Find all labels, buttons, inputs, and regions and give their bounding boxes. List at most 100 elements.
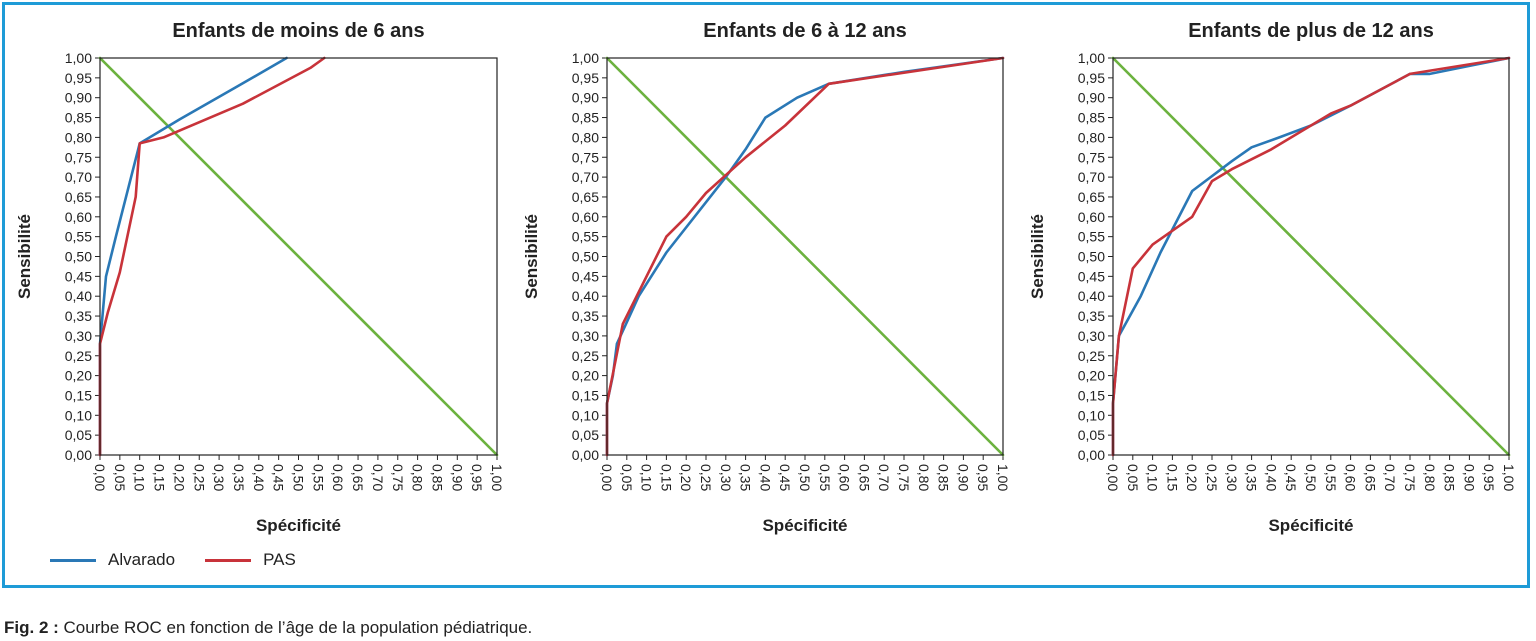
x-tick-label: 0,50 [797,464,813,491]
x-axis-label: Spécificité [762,516,847,535]
x-tick-label: 0,85 [1442,464,1458,491]
x-tick-label: 0,90 [449,464,465,491]
y-tick-label: 0,25 [65,348,92,364]
caption-label: Fig. 2 : [4,618,59,637]
plot-area-border [99,57,498,456]
y-tick-label: 0,15 [1078,387,1105,403]
series-line-diagonal [98,56,499,457]
x-tick-label: 0,20 [1184,464,1200,491]
series-line-alvarado [98,56,288,457]
x-tick-label: 0,15 [1164,464,1180,491]
chart-panel-2: Enfants de 6 à 12 ans0,000,050,100,150,2… [522,20,1011,535]
chart-title: Enfants de 6 à 12 ans [703,20,906,42]
x-tick-label: 0,85 [936,464,952,491]
series-line-pas [98,56,326,457]
x-axis-label: Spécificité [1268,516,1353,535]
y-tick-label: 1,00 [1078,50,1105,66]
y-axis-label: Sensibilité [15,214,34,299]
series-line-diagonal [605,56,1005,457]
y-tick-label: 0,95 [572,70,599,86]
y-tick-label: 0,40 [1078,288,1105,304]
y-tick-label: 0,60 [572,209,599,225]
x-tick-label: 0,70 [876,464,892,491]
x-tick-label: 0,15 [658,464,674,491]
x-tick-label: 0,20 [171,464,187,491]
y-tick-label: 1,00 [572,50,599,66]
x-tick-label: 0,45 [1283,464,1299,491]
y-tick-label: 0,85 [1078,110,1105,126]
x-tick-label: 0,10 [1145,464,1161,491]
x-tick-label: 0,95 [975,464,991,491]
x-tick-label: 0,90 [955,464,971,491]
legend-item-pas: PAS [205,550,296,570]
x-tick-label: 0,60 [837,464,853,491]
x-tick-label: 0,00 [92,464,108,491]
x-tick-label: 0,65 [856,464,872,491]
x-tick-label: 0,25 [191,464,207,491]
y-tick-label: 0,80 [1078,129,1105,145]
y-tick-label: 0,60 [65,209,92,225]
x-tick-label: 0,85 [429,464,445,491]
x-tick-label: 0,30 [211,464,227,491]
y-tick-label: 0,95 [1078,70,1105,86]
x-tick-label: 0,10 [132,464,148,491]
x-tick-label: 0,60 [1343,464,1359,491]
y-tick-label: 0,15 [572,387,599,403]
x-tick-label: 0,55 [310,464,326,491]
x-tick-label: 0,35 [231,464,247,491]
y-tick-label: 0,30 [65,328,92,344]
x-tick-label: 0,35 [738,464,754,491]
y-tick-label: 0,55 [1078,229,1105,245]
x-tick-label: 0,50 [1303,464,1319,491]
x-tick-label: 0,40 [757,464,773,491]
y-tick-label: 0,75 [65,149,92,165]
x-tick-label: 0,75 [896,464,912,491]
x-tick-label: 1,00 [1501,464,1517,491]
x-tick-label: 0,20 [678,464,694,491]
y-tick-label: 0,55 [572,229,599,245]
legend-swatch-pas [205,558,252,562]
x-tick-label: 0,65 [1362,464,1378,491]
x-tick-label: 0,55 [1323,464,1339,491]
x-tick-label: 0,30 [718,464,734,491]
x-tick-label: 0,05 [112,464,128,491]
legend-swatch-alvarado [50,558,96,562]
legend-item-alvarado: Alvarado [50,550,175,570]
x-tick-label: 0,40 [251,464,267,491]
y-tick-label: 0,00 [65,447,92,463]
chart-panel-3: Enfants de plus de 12 ans0,000,050,100,1… [1028,20,1517,535]
x-tick-label: 0,65 [350,464,366,491]
y-tick-label: 0,10 [1078,407,1105,423]
plot-area-border [1112,57,1510,456]
series-line-diagonal [1111,56,1511,457]
x-tick-label: 0,15 [152,464,168,491]
x-tick-label: 0,95 [1481,464,1497,491]
y-tick-label: 0,80 [65,129,92,145]
x-tick-label: 0,70 [1382,464,1398,491]
y-tick-label: 0,15 [65,387,92,403]
x-tick-label: 0,75 [1402,464,1418,491]
chart-title: Enfants de moins de 6 ans [172,20,424,42]
legend-label-pas: PAS [263,550,296,569]
x-tick-label: 0,25 [698,464,714,491]
chart-title: Enfants de plus de 12 ans [1188,20,1434,42]
x-tick-label: 0,45 [777,464,793,491]
y-tick-label: 0,90 [572,90,599,106]
x-tick-label: 0,80 [1422,464,1438,491]
plot-area-border [606,57,1004,456]
x-tick-label: 0,05 [1125,464,1141,491]
x-tick-label: 0,25 [1204,464,1220,491]
series-line-pas [1111,56,1511,457]
y-tick-label: 0,65 [572,189,599,205]
y-tick-label: 0,40 [65,288,92,304]
y-tick-label: 0,10 [572,407,599,423]
x-tick-label: 0,35 [1244,464,1260,491]
y-tick-label: 0,65 [1078,189,1105,205]
y-tick-label: 0,50 [572,249,599,265]
x-tick-label: 0,50 [291,464,307,491]
y-tick-label: 0,45 [572,268,599,284]
y-tick-label: 0,95 [65,70,92,86]
y-tick-label: 0,90 [65,90,92,106]
y-tick-label: 0,20 [65,368,92,384]
